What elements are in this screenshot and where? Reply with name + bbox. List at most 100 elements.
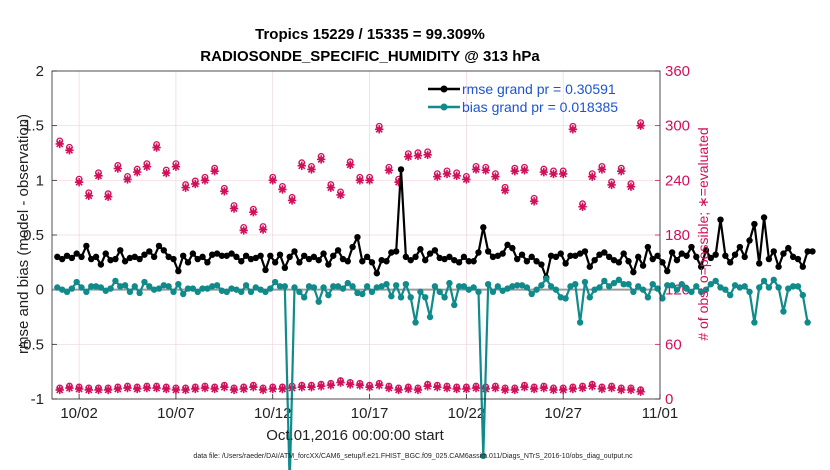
bias-point: [383, 281, 390, 288]
x-tick-label: 10/27: [544, 405, 582, 422]
bias-point: [610, 279, 618, 287]
rmse-point: [780, 250, 787, 257]
y2-axis-label: # of obs: o=possible; ∗=evaluated: [695, 127, 711, 340]
rmse-point: [639, 262, 647, 269]
obs-possible-marker: [462, 172, 470, 180]
bias-point: [581, 278, 589, 286]
rmse-point: [431, 247, 439, 254]
rmse-point: [344, 258, 351, 265]
obs-possible-low-marker: [191, 383, 199, 391]
rmse-point: [523, 258, 531, 265]
obs-possible-marker: [278, 182, 286, 190]
x-tick-label: 10/07: [157, 405, 195, 422]
bias-point: [499, 287, 506, 294]
x-tick-label: 10/12: [254, 405, 292, 422]
rmse-point: [731, 251, 739, 258]
obs-possible-low-marker: [95, 384, 102, 392]
obs-possible-marker: [598, 162, 606, 170]
x-tick-label: 10/17: [351, 405, 389, 422]
y2-tick-label: 240: [665, 172, 690, 189]
rmse-point: [591, 256, 598, 264]
x-tick-label: 11/01: [642, 405, 678, 422]
obs-evaluated-low-marker: [200, 383, 210, 393]
rmse-point: [392, 248, 400, 255]
rmse-point: [460, 253, 468, 261]
bias-point: [131, 283, 138, 290]
obs-possible-low-marker: [521, 381, 528, 389]
obs-possible-marker: [337, 188, 344, 196]
bias-point: [533, 286, 540, 293]
obs-possible-marker: [75, 175, 83, 183]
obs-possible-marker: [269, 173, 277, 181]
bias-point: [673, 286, 681, 293]
rmse-point: [73, 250, 80, 257]
legend-label-bias: bias grand pr = 0.018385: [462, 99, 618, 115]
bias-point: [107, 285, 114, 292]
obs-evaluated-low-marker: [65, 383, 74, 393]
obs-possible-marker: [346, 158, 354, 166]
bias-point: [484, 281, 492, 288]
rmse-point: [678, 250, 685, 257]
obs-possible-marker: [385, 163, 393, 171]
bias-point: [504, 285, 511, 292]
obs-possible-marker: [588, 170, 596, 178]
bias-point: [538, 282, 545, 289]
obs-evaluated-low-marker: [413, 385, 423, 395]
obs-possible-low-marker: [608, 382, 616, 390]
obs-possible-marker: [433, 170, 441, 178]
obs-evaluated-low-marker: [229, 385, 239, 395]
obs-possible-marker: [627, 180, 635, 188]
rmse-point: [804, 248, 811, 255]
x-tick-label: 10/22: [448, 405, 486, 422]
obs-evaluated-low-marker: [471, 383, 481, 393]
obs-possible-marker: [211, 164, 219, 172]
bias-point: [233, 286, 240, 293]
obs-possible-marker: [114, 162, 122, 169]
obs-evaluated-low-marker: [462, 384, 471, 394]
obs-possible-low-marker: [462, 383, 470, 391]
obs-evaluated-low-marker: [568, 384, 578, 394]
y2-tick-label: 300: [665, 118, 690, 135]
bias-point: [223, 288, 230, 296]
bias-point: [252, 284, 259, 291]
chart-subtitle: RADIOSONDE_SPECIFIC_HUMIDITY @ 313 hPa: [200, 48, 540, 65]
bias-point: [344, 279, 351, 287]
rmse-point: [83, 242, 90, 250]
obs-possible-marker: [298, 159, 306, 167]
bias-point: [78, 284, 85, 291]
obs-evaluated-low-marker: [529, 384, 539, 394]
bias-point: [596, 284, 603, 291]
bias-point: [184, 285, 192, 292]
obs-possible-marker: [133, 165, 141, 173]
bias-point: [112, 277, 119, 285]
bias-point: [417, 288, 424, 296]
obs-evaluated-low-marker: [491, 383, 500, 393]
rmse-point: [775, 263, 782, 270]
obs-evaluated-low-marker: [258, 385, 268, 395]
obs-evaluated-low-marker: [452, 384, 461, 394]
obs-evaluated-low-marker: [588, 382, 597, 391]
rmse-point: [281, 264, 289, 271]
bias-point: [242, 282, 250, 289]
obs-possible-marker: [317, 152, 325, 160]
obs-evaluated-low-marker: [433, 382, 442, 392]
obs-evaluated-low-marker: [549, 385, 558, 395]
y2-tick-label: 0: [665, 391, 673, 408]
rmse-point: [165, 253, 172, 261]
obs-possible-marker: [356, 173, 364, 181]
rmse-point: [567, 252, 574, 259]
obs-possible-marker: [617, 164, 625, 172]
rmse-point: [562, 260, 569, 267]
bias-point: [58, 286, 66, 293]
obs-evaluated-low-marker: [132, 384, 142, 394]
bias-point: [218, 287, 226, 294]
bias-point: [262, 288, 269, 296]
rmse-point: [741, 253, 748, 261]
bias-point: [465, 286, 472, 293]
obs-possible-marker: [220, 184, 228, 192]
rmse-point: [228, 250, 235, 257]
rmse-point: [760, 214, 768, 221]
bias-point: [697, 288, 705, 296]
obs-possible-low-marker: [56, 384, 64, 392]
obs-possible-marker: [327, 181, 335, 189]
